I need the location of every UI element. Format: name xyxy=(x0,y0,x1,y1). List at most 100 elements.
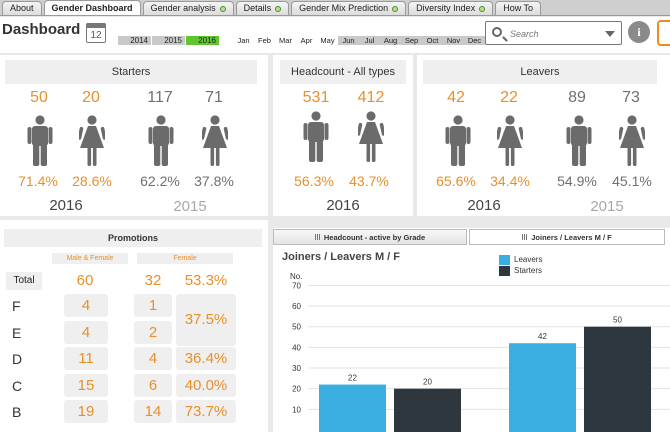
grade-label: E xyxy=(12,325,22,341)
leavers-title: Leavers xyxy=(423,60,657,84)
grade-male-female-count: 19 xyxy=(64,400,108,423)
y-tick-label: 40 xyxy=(292,343,301,352)
leavers-2016-male-pct: 65.6% xyxy=(436,173,476,189)
grade-label: B xyxy=(12,404,22,420)
tab-headcount-by-grade[interactable]: Headcount - active by Grade xyxy=(273,229,467,245)
leavers-2016-male-count: 42 xyxy=(447,89,465,106)
grade-male-female-count: 11 xyxy=(64,347,108,370)
side-panel-button[interactable] xyxy=(657,20,670,46)
bar-value-label: 22 xyxy=(348,374,357,383)
tab-label: How To xyxy=(503,3,534,13)
starters-2015-female-count: 71 xyxy=(205,89,223,106)
male-icon xyxy=(27,115,53,167)
legend-swatch xyxy=(499,254,510,265)
bar-leavers-female[interactable] xyxy=(319,384,386,432)
leavers-2015-female-count: 73 xyxy=(622,89,640,106)
status-dot-icon xyxy=(219,5,226,12)
y-tick-label: 30 xyxy=(292,364,301,373)
leavers-2016-female-count: 22 xyxy=(500,89,518,106)
month-feb[interactable]: Feb xyxy=(258,36,271,45)
legend-swatch xyxy=(499,265,510,276)
legend-label: Starters xyxy=(514,266,543,275)
starters-2016-female-count: 20 xyxy=(82,89,100,106)
grade-male-female-count: 4 xyxy=(64,294,108,317)
month-jun[interactable]: Jun xyxy=(338,36,359,45)
female-icon xyxy=(202,115,228,167)
month-jan[interactable]: Jan xyxy=(237,36,250,45)
month-may[interactable]: May xyxy=(320,36,335,45)
y-tick-label: 20 xyxy=(292,385,301,394)
tab-details[interactable]: Details xyxy=(235,1,290,15)
search-box[interactable] xyxy=(485,21,622,45)
month-oct[interactable]: Oct xyxy=(422,36,443,45)
grade-female-count: 1 xyxy=(134,294,172,317)
tab-gender-dashboard[interactable]: Gender Dashboard xyxy=(43,0,141,15)
total-male-female: 60 xyxy=(76,272,94,289)
col-female: Female xyxy=(137,253,233,264)
y-tick-label: 50 xyxy=(292,323,301,332)
headcount-male-pct: 56.3% xyxy=(294,173,334,189)
chart-legend: Leavers Starters xyxy=(499,254,542,276)
tab-about[interactable]: About xyxy=(2,1,42,15)
headcount-male-count: 531 xyxy=(302,89,330,106)
month-dec[interactable]: Dec xyxy=(464,36,485,45)
grade-label: D xyxy=(12,351,23,367)
chart-title: Joiners / Leavers M / F xyxy=(282,251,400,263)
leavers-2015-female-pct: 45.1% xyxy=(612,173,652,189)
promotions-panel: Promotions Male & Female Female Total 60… xyxy=(0,220,268,432)
y-tick-label: 70 xyxy=(292,281,301,290)
starters-year-2016: 2016 xyxy=(49,197,83,214)
bar-leavers-male[interactable] xyxy=(509,343,576,432)
bar-value-label: 42 xyxy=(538,332,547,341)
tab-label: Gender analysis xyxy=(150,3,216,13)
leavers-2015-male-count: 89 xyxy=(568,89,586,106)
dashboard-header: Dashboard 12 2014 2015 2016 Jan Feb Mar Apr Ma… xyxy=(0,17,670,53)
info-icon[interactable]: i xyxy=(628,21,650,43)
female-icon xyxy=(497,115,523,167)
grade-female-pct: 40.0% xyxy=(176,374,236,397)
sheet-tab-bar: About Gender Dashboard Gender analysis Deta… xyxy=(0,0,670,16)
month-apr[interactable]: Apr xyxy=(300,36,313,45)
calendar-icon[interactable]: 12 xyxy=(86,23,106,43)
year-2014[interactable]: 2014 xyxy=(118,36,151,45)
y-tick-label: 60 xyxy=(292,302,301,311)
starters-2016-male-pct: 71.4% xyxy=(18,173,58,189)
tab-how-to[interactable]: How To xyxy=(495,1,542,15)
month-mar[interactable]: Mar xyxy=(279,36,292,45)
tab-label: Gender Mix Prediction xyxy=(299,3,389,13)
legend-label: Leavers xyxy=(514,255,543,264)
starters-panel: Starters 50 20 117 71 71.4% 28.6% 62.2% … xyxy=(0,55,268,216)
tab-diversity-index[interactable]: Diversity Index xyxy=(408,1,494,15)
month-aug[interactable]: Aug xyxy=(380,36,401,45)
month-jul[interactable]: Jul xyxy=(359,36,380,45)
tab-joiners-label: Joiners / Leavers M / F xyxy=(531,233,612,242)
female-icon xyxy=(619,115,645,167)
total-label: Total xyxy=(6,272,42,290)
search-input[interactable] xyxy=(510,26,598,41)
male-icon xyxy=(148,115,174,167)
tab-label: Gender Dashboard xyxy=(51,2,133,13)
starters-year-2015: 2015 xyxy=(173,198,207,215)
tab-label: Details xyxy=(243,3,272,13)
page-title: Dashboard xyxy=(2,21,81,38)
tab-joiners-leavers[interactable]: Joiners / Leavers M / F xyxy=(469,229,665,245)
year-2016[interactable]: 2016 xyxy=(186,36,219,45)
starters-title: Starters xyxy=(5,60,257,84)
tab-gender-analysis[interactable]: Gender analysis xyxy=(142,1,234,15)
bar-starters-male[interactable] xyxy=(584,326,651,432)
male-icon xyxy=(445,115,471,167)
grade-female-count: 2 xyxy=(134,321,172,344)
tab-gender-mix-prediction[interactable]: Gender Mix Prediction xyxy=(291,1,407,15)
bar-chart-icon xyxy=(314,234,321,240)
joiners-leavers-chart-panel: Headcount - active by Grade Joiners / Le… xyxy=(273,228,670,432)
month-sep[interactable]: Sep xyxy=(401,36,422,45)
month-selector: Jan Feb Mar Apr May Jun Jul Aug Sep Oct Nov Dec xyxy=(233,36,485,45)
year-2015[interactable]: 2015 xyxy=(152,36,185,45)
month-nov[interactable]: Nov xyxy=(443,36,464,45)
bar-starters-female[interactable] xyxy=(394,388,461,432)
chevron-down-icon[interactable] xyxy=(605,31,615,37)
bar-chart-icon xyxy=(522,234,529,240)
bar-chart: No. 10 20 30 40 50 60 70 22 20 42 50 xyxy=(290,272,670,432)
search-icon xyxy=(492,27,502,37)
female-icon xyxy=(79,115,105,167)
